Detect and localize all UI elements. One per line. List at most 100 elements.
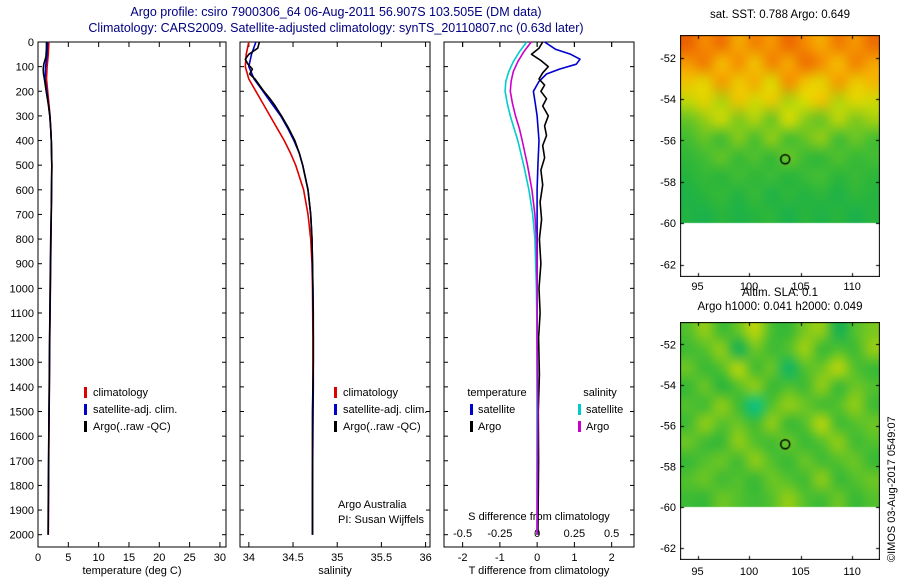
depth-tick-label: 900 bbox=[16, 259, 34, 271]
sst_map-lon-tick-label: 105 bbox=[791, 281, 809, 293]
annotation-text: PI: Susan Wijffels bbox=[338, 514, 424, 526]
legend-marker-sat_salinity bbox=[578, 404, 581, 415]
sla_map-lat-tick-label: -58 bbox=[660, 461, 676, 473]
legend-label: satellite-adj. clim. bbox=[93, 404, 177, 416]
salinity-xtick-label: 35.5 bbox=[371, 552, 392, 564]
salinity-xtick-label: 34.5 bbox=[282, 552, 303, 564]
s-axis-label: S difference from climatology bbox=[468, 511, 610, 523]
temperature-xtick-label: 15 bbox=[123, 552, 135, 564]
depth-tick-label: 0 bbox=[28, 37, 34, 49]
depth-tick-label: 300 bbox=[16, 111, 34, 123]
difference-xtick-label: 2 bbox=[609, 552, 615, 564]
legend-marker-argo bbox=[470, 421, 473, 432]
s-axis-tick-label: -0.25 bbox=[487, 528, 512, 540]
temperature-xtick-label: 20 bbox=[153, 552, 165, 564]
difference-series-s-diff-satellite-line bbox=[504, 41, 538, 535]
depth-tick-label: 700 bbox=[16, 209, 34, 221]
legend-marker-satellite bbox=[84, 404, 87, 415]
difference-axis-label: T difference from climatology bbox=[469, 565, 610, 577]
salinity-xtick-label: 34 bbox=[243, 552, 255, 564]
difference-series-t-diff-satellite-line bbox=[532, 41, 581, 535]
legend-header-salinity: salinity bbox=[583, 387, 617, 399]
difference-panel-frame bbox=[443, 41, 635, 548]
sla_map-lat-tick-label: -56 bbox=[660, 421, 676, 433]
sla-heatmap-canvas bbox=[680, 322, 880, 560]
depth-tick-label: 1900 bbox=[10, 505, 34, 517]
sla_map-lat-tick-label: -52 bbox=[660, 339, 676, 351]
sla_map-lat-tick-label: -60 bbox=[660, 502, 676, 514]
legend-marker-argo bbox=[84, 421, 87, 432]
difference-series-s-diff-argo-line bbox=[509, 41, 539, 535]
salinity-series-climatology-line bbox=[244, 41, 314, 535]
legend-label: climatology bbox=[343, 387, 399, 399]
temperature-panel-frame bbox=[37, 41, 227, 548]
depth-tick-label: 800 bbox=[16, 234, 34, 246]
legend-marker-satellite bbox=[470, 404, 473, 415]
depth-tick-label: 600 bbox=[16, 185, 34, 197]
sla_map-lon-tick-label: 95 bbox=[691, 566, 703, 578]
annotation-text: Argo Australia bbox=[338, 499, 407, 511]
difference-xtick-label: -2 bbox=[458, 552, 468, 564]
legend-header-temperature: temperature bbox=[467, 387, 526, 399]
legend-marker-argo bbox=[334, 421, 337, 432]
figure-title-line1: Argo profile: csiro 7900306_64 06-Aug-20… bbox=[130, 5, 542, 19]
depth-tick-label: 1100 bbox=[10, 308, 34, 320]
difference-xtick-label: -1 bbox=[495, 552, 505, 564]
salinity-xtick-label: 35 bbox=[331, 552, 343, 564]
difference-series-t-diff-argo-line bbox=[530, 41, 550, 535]
sst_map-lat-tick-label: -54 bbox=[660, 94, 676, 106]
sst_map-title: sat. SST: 0.788 Argo: 0.649 bbox=[710, 9, 850, 21]
salinity-series-argo-line bbox=[244, 41, 315, 535]
depth-tick-label: 400 bbox=[16, 136, 34, 148]
legend-marker-satellite bbox=[334, 404, 337, 415]
legend-label: climatology bbox=[93, 387, 149, 399]
temperature-xtick-label: 0 bbox=[35, 552, 41, 564]
sla_map-lon-tick-label: 100 bbox=[740, 566, 758, 578]
depth-tick-label: 100 bbox=[16, 62, 34, 74]
depth-tick-label: 1800 bbox=[10, 480, 34, 492]
sst_map-lat-tick-label: -56 bbox=[660, 135, 676, 147]
depth-tick-label: 1600 bbox=[10, 431, 34, 443]
difference-xtick-label: 1 bbox=[571, 552, 577, 564]
legend-marker-climatology bbox=[84, 387, 87, 398]
sst_map-lat-tick-label: -60 bbox=[660, 218, 676, 230]
depth-tick-label: 1000 bbox=[10, 283, 34, 295]
depth-tick-label: 2000 bbox=[10, 530, 34, 542]
sla_map-lon-tick-label: 105 bbox=[791, 566, 809, 578]
sla_map-lat-tick-label: -54 bbox=[660, 380, 676, 392]
depth-tick-label: 1500 bbox=[10, 407, 34, 419]
salinity-axis-label: salinity bbox=[318, 565, 352, 577]
sst_map-lon-tick-label: 110 bbox=[843, 281, 861, 293]
sla_map-lon-tick-label: 110 bbox=[843, 566, 861, 578]
sst_map-lat-tick-label: -52 bbox=[660, 53, 676, 65]
depth-tick-label: 200 bbox=[16, 86, 34, 98]
temperature-xtick-label: 30 bbox=[214, 552, 226, 564]
s-axis-tick-label: 0.5 bbox=[604, 528, 619, 540]
temperature-xtick-label: 5 bbox=[65, 552, 71, 564]
legend-label: satellite-adj. clim. bbox=[343, 404, 427, 416]
sla_map-title-line1: Altim. SLA: 0.1 bbox=[742, 287, 818, 299]
salinity-xtick-label: 36 bbox=[419, 552, 431, 564]
temperature-xtick-label: 25 bbox=[183, 552, 195, 564]
sst-heatmap-canvas bbox=[680, 35, 880, 277]
legend-label: satellite bbox=[478, 404, 515, 416]
temperature-xtick-label: 10 bbox=[93, 552, 105, 564]
sst_map-lat-tick-label: -62 bbox=[660, 260, 676, 272]
legend-label: Argo bbox=[586, 421, 609, 433]
legend-label: satellite bbox=[586, 404, 623, 416]
legend-marker-argo_salinity bbox=[578, 421, 581, 432]
imos-watermark: ©IMOS 03-Aug-2017 0549:07 bbox=[886, 416, 898, 562]
legend-marker-climatology bbox=[334, 387, 337, 398]
legend-label: Argo(..raw -QC) bbox=[93, 421, 171, 433]
legend-label: Argo bbox=[478, 421, 501, 433]
depth-tick-label: 1300 bbox=[10, 357, 34, 369]
s-axis-tick-label: 0.25 bbox=[564, 528, 585, 540]
depth-tick-label: 500 bbox=[16, 160, 34, 172]
temperature-axis-label: temperature (deg C) bbox=[82, 565, 181, 577]
depth-tick-label: 1400 bbox=[10, 382, 34, 394]
sla_map-lat-tick-label: -62 bbox=[660, 543, 676, 555]
sst_map-lon-tick-label: 100 bbox=[740, 281, 758, 293]
depth-tick-label: 1200 bbox=[10, 333, 34, 345]
